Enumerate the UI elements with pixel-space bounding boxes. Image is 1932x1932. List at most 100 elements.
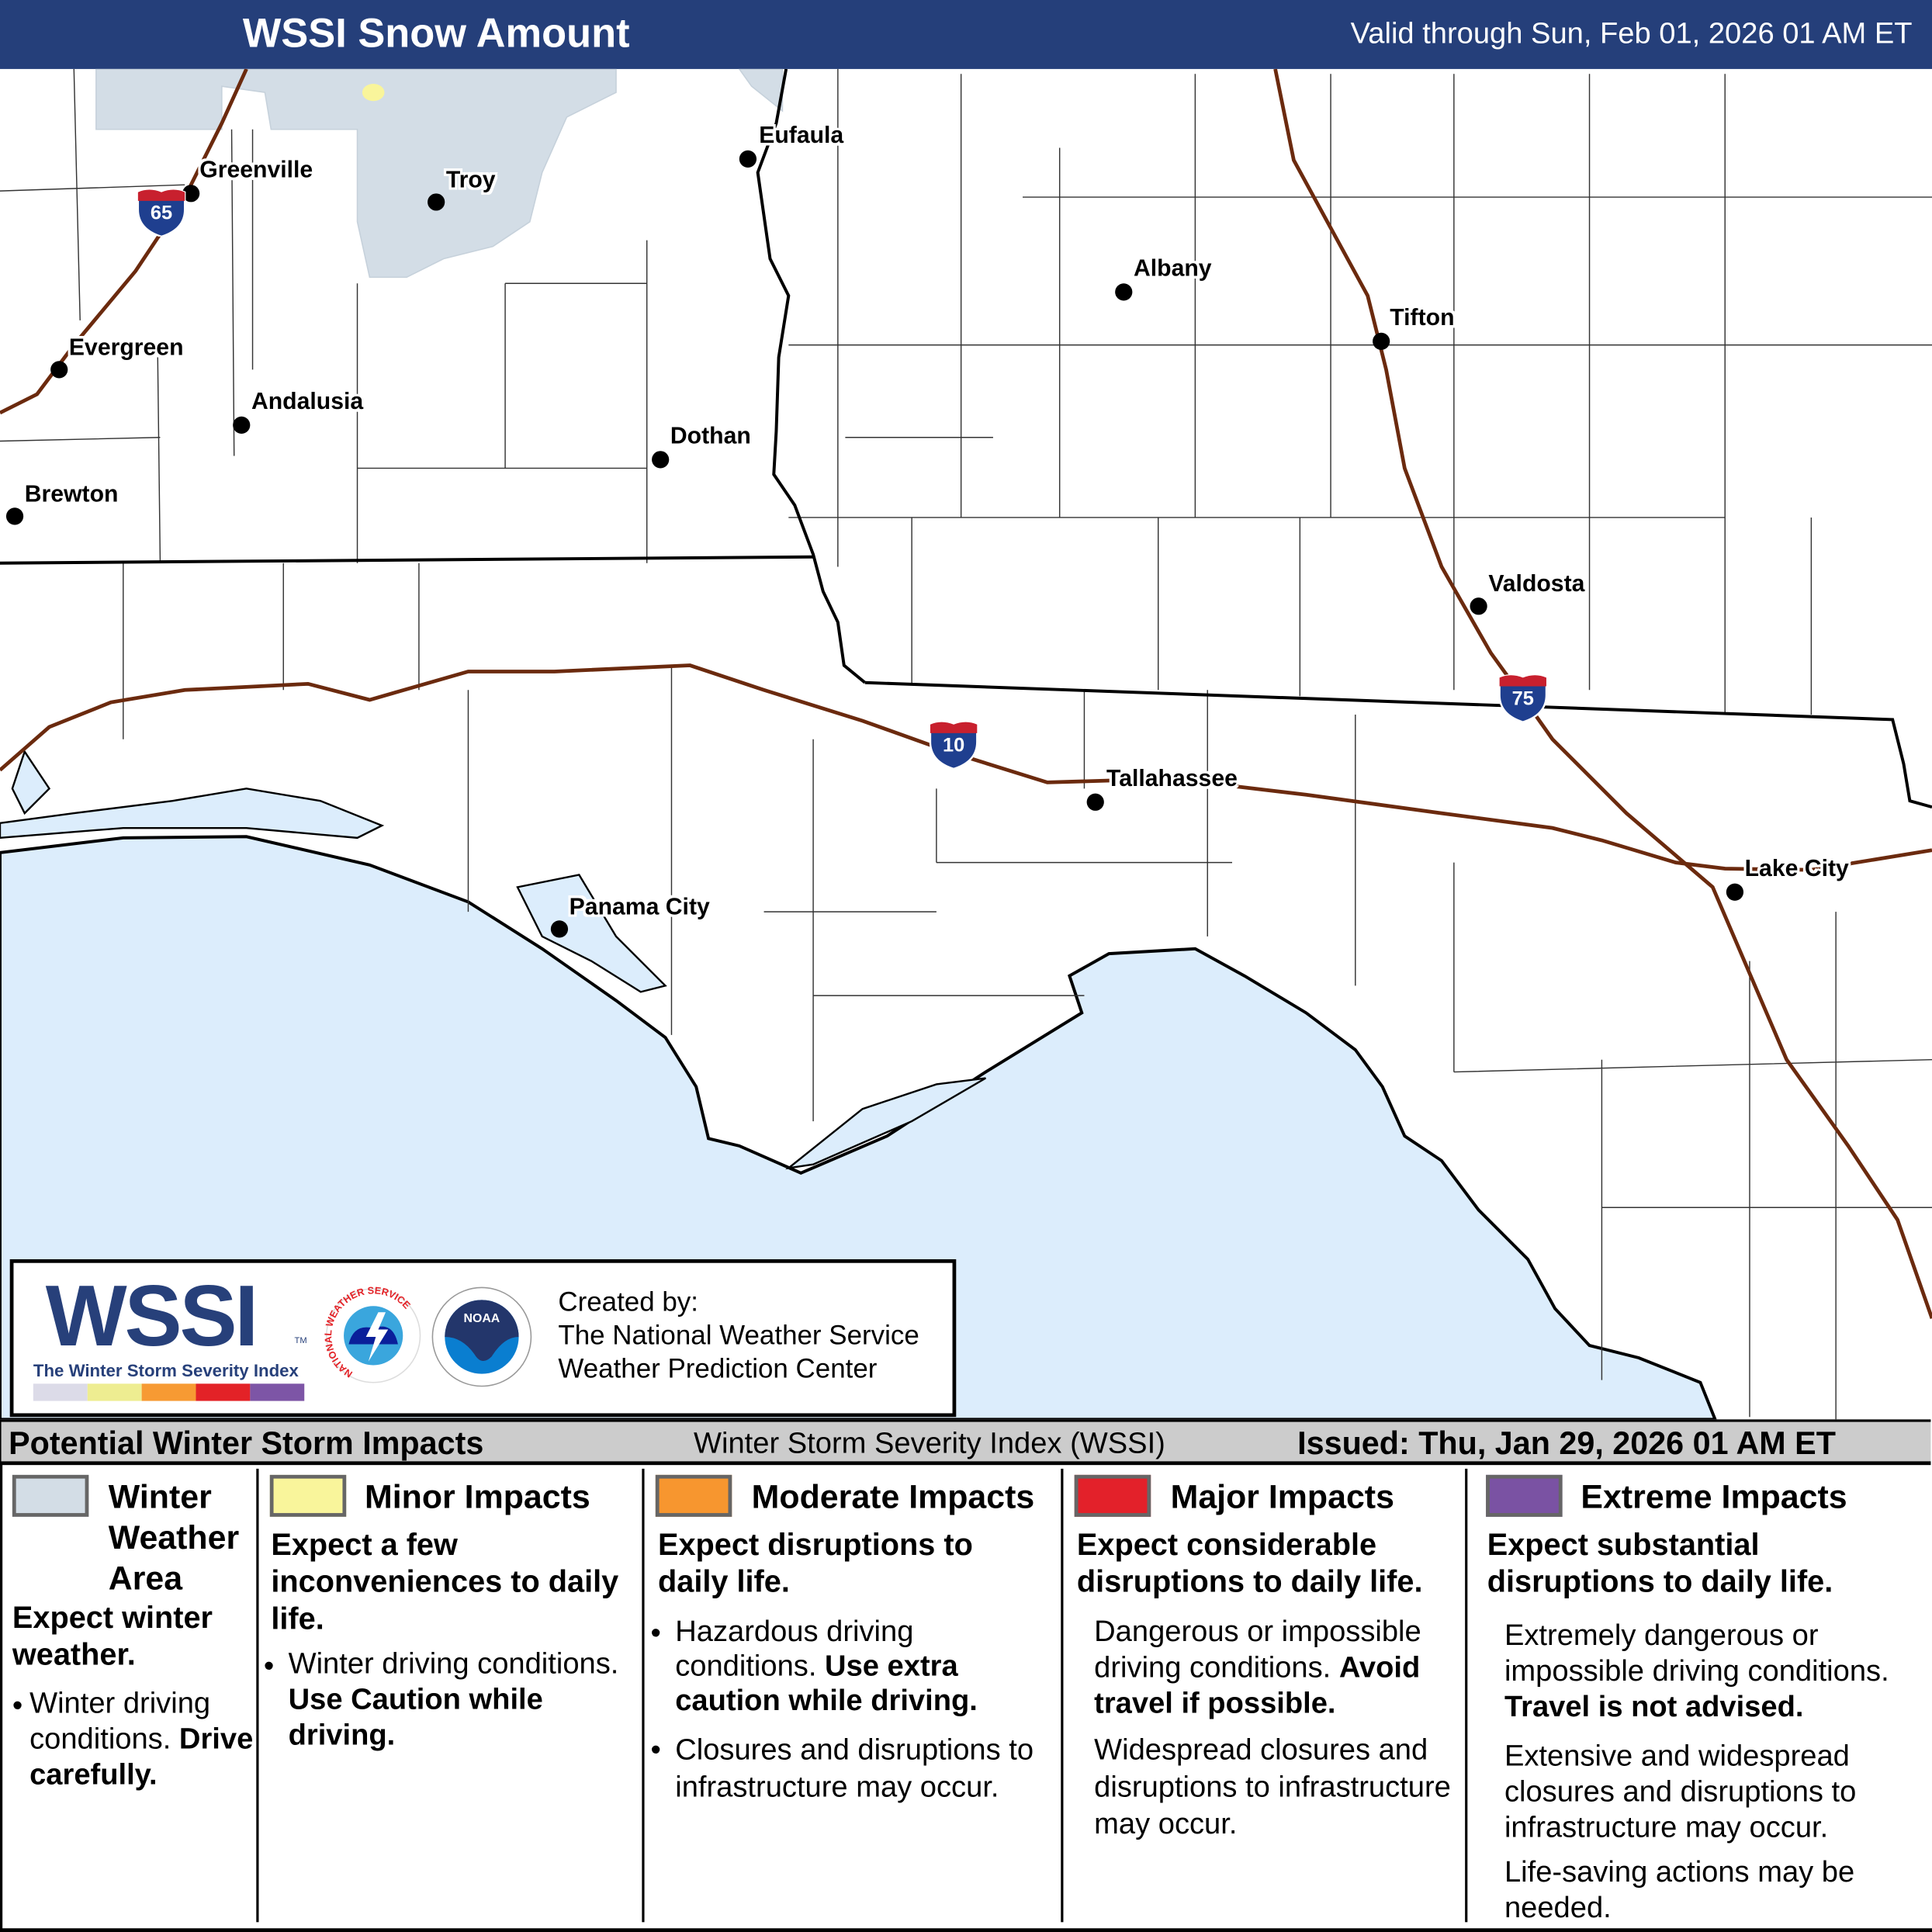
city-marker xyxy=(1726,883,1744,901)
wssi-subtitle: The Winter Storm Severity Index xyxy=(33,1360,299,1380)
legend-bullet-1: Winter driving conditions. Use Caution w… xyxy=(289,1646,641,1754)
legend-bold-text: Travel is not advised. xyxy=(1504,1690,1804,1724)
interstate-number: 75 xyxy=(1511,688,1534,710)
city-marker xyxy=(1086,793,1104,811)
city-label: Panama City xyxy=(569,894,710,921)
legend-lead: Expect substantial disruptions to daily … xyxy=(1487,1528,1833,1600)
bullet: • xyxy=(650,1616,661,1650)
colorbar-swatch xyxy=(250,1383,305,1401)
issued-time: Issued: Thu, Jan 29, 2026 01 AM ET xyxy=(1297,1424,1836,1462)
city-marker xyxy=(5,507,24,525)
legend-text-2: Widespread closures and disruptions to i… xyxy=(1094,1733,1451,1841)
interstate-10 xyxy=(0,663,1932,872)
impact-legend: Winter Weather Area Expect winter weathe… xyxy=(0,1462,1932,1932)
swatch-minor xyxy=(269,1474,347,1517)
city-marker xyxy=(50,361,68,379)
legend-lead: Expect considerable disruptions to daily… xyxy=(1076,1528,1423,1600)
bullet-text: Winter driving conditions. xyxy=(29,1686,211,1756)
city-label: Troy xyxy=(445,167,496,194)
minor-impact-area xyxy=(362,83,385,102)
interstate-shield-icon: 65 xyxy=(136,187,188,238)
legend-text-1: Dangerous or impossible driving conditio… xyxy=(1094,1614,1463,1721)
bullet: • xyxy=(650,1733,661,1768)
legend-heading: Winter Weather Area xyxy=(108,1478,240,1598)
winter-weather-area xyxy=(95,68,784,279)
legend-title-bar: Potential Winter Storm Impacts Winter St… xyxy=(0,1419,1931,1466)
wssi-colorbar xyxy=(33,1383,305,1401)
map-canvas xyxy=(0,68,1932,1421)
legend-lead: Expect a few inconveniences to daily lif… xyxy=(271,1528,619,1636)
header: WSSI Snow Amount Valid through Sun, Feb … xyxy=(0,0,1932,69)
legend-bold-text: Avoid travel if possible. xyxy=(1094,1650,1421,1720)
interstate-number: 65 xyxy=(150,203,173,225)
legend-bullet-2: Closures and disruptions to infrastructu… xyxy=(675,1733,1034,1804)
nws-logo-icon: NATIONAL WEATHER SERVICE xyxy=(324,1285,421,1383)
index-name: Winter Storm Severity Index (WSSI) xyxy=(694,1426,1165,1460)
legend-lead: Expect winter weather. xyxy=(12,1600,213,1672)
bullet-bold-text: Use Caution while driving. xyxy=(288,1683,543,1753)
legend-bullet-1: Hazardous driving conditions. Use extra … xyxy=(675,1615,1044,1719)
city-marker xyxy=(233,416,251,434)
noaa-logo-icon: NOAA xyxy=(431,1286,532,1387)
legend-lead: Expect disruptions to daily life. xyxy=(657,1528,973,1600)
swatch-moderate xyxy=(655,1474,732,1517)
credit-line: Created by: xyxy=(558,1286,698,1317)
city-label: Dothan xyxy=(670,424,751,450)
legend-title: Potential Winter Storm Impacts xyxy=(9,1424,484,1462)
state-borders xyxy=(0,68,1932,809)
interstates xyxy=(0,68,1932,1319)
city-label: Brewton xyxy=(24,481,119,508)
swatch-major xyxy=(1074,1474,1151,1517)
legend-heading: Extreme Impacts xyxy=(1581,1478,1847,1516)
swatch-extreme xyxy=(1486,1474,1563,1517)
wssi-logo: WSSI xyxy=(45,1268,259,1364)
credit-panel: WSSI TM The Winter Storm Severity Index … xyxy=(9,1259,957,1418)
city-marker xyxy=(428,193,445,211)
credit-line: The National Weather Service xyxy=(558,1319,919,1351)
city-marker xyxy=(739,150,757,168)
colorbar-swatch xyxy=(196,1383,251,1401)
divider xyxy=(1465,1468,1468,1923)
valid-time: Valid through Sun, Feb 01, 2026 01 AM ET xyxy=(1350,17,1913,51)
legend-bullet-1: Winter driving conditions. Drive careful… xyxy=(29,1685,256,1792)
legend-heading: Minor Impacts xyxy=(365,1478,590,1516)
bullet: • xyxy=(263,1650,275,1684)
map: Greenville Troy Eufaula Albany Tifton Evergre… xyxy=(0,68,1932,1421)
interstate-75 xyxy=(1273,68,1932,1319)
swatch-winter-weather-area xyxy=(12,1474,89,1517)
interstate-shield-icon: 10 xyxy=(928,719,980,770)
city-label: Tifton xyxy=(1390,305,1455,332)
city-marker xyxy=(1470,597,1487,615)
bullet-bold-text: Use extra caution while driving. xyxy=(675,1650,978,1718)
legend-heading: Moderate Impacts xyxy=(751,1478,1035,1516)
bullet: • xyxy=(12,1689,23,1723)
colorbar-swatch xyxy=(33,1383,88,1401)
interstate-65 xyxy=(0,68,248,415)
city-marker xyxy=(1373,332,1390,350)
interstate-number: 10 xyxy=(942,736,965,757)
bay xyxy=(0,749,987,1170)
city-label: Albany xyxy=(1133,256,1212,282)
interstate-shield-icon: 75 xyxy=(1497,673,1549,723)
credit-text: Created by: The National Weather Service… xyxy=(558,1285,919,1385)
city-label: Valdosta xyxy=(1488,571,1585,598)
divider xyxy=(256,1468,259,1923)
map-title: WSSI Snow Amount xyxy=(242,9,630,56)
trademark: TM xyxy=(294,1336,307,1346)
bullet-text: Hazardous driving conditions. xyxy=(675,1615,914,1684)
bullet-bold-text: Drive carefully. xyxy=(29,1723,254,1792)
colorbar-swatch xyxy=(87,1383,142,1401)
county-lines xyxy=(0,68,1932,1420)
legend-text: Extremely dangerous or impossible drivin… xyxy=(1504,1619,1889,1688)
noaa-logo-text: NOAA xyxy=(464,1312,500,1325)
legend-heading: Major Impacts xyxy=(1170,1478,1394,1516)
city-label: Evergreen xyxy=(68,334,184,362)
bullet-text: Winter driving conditions. xyxy=(288,1647,619,1681)
colorbar-swatch xyxy=(141,1383,196,1401)
city-marker xyxy=(1115,283,1133,301)
divider xyxy=(642,1468,645,1923)
city-marker xyxy=(652,451,670,469)
city-label: Tallahassee xyxy=(1106,766,1238,793)
city-label: Greenville xyxy=(199,158,313,184)
